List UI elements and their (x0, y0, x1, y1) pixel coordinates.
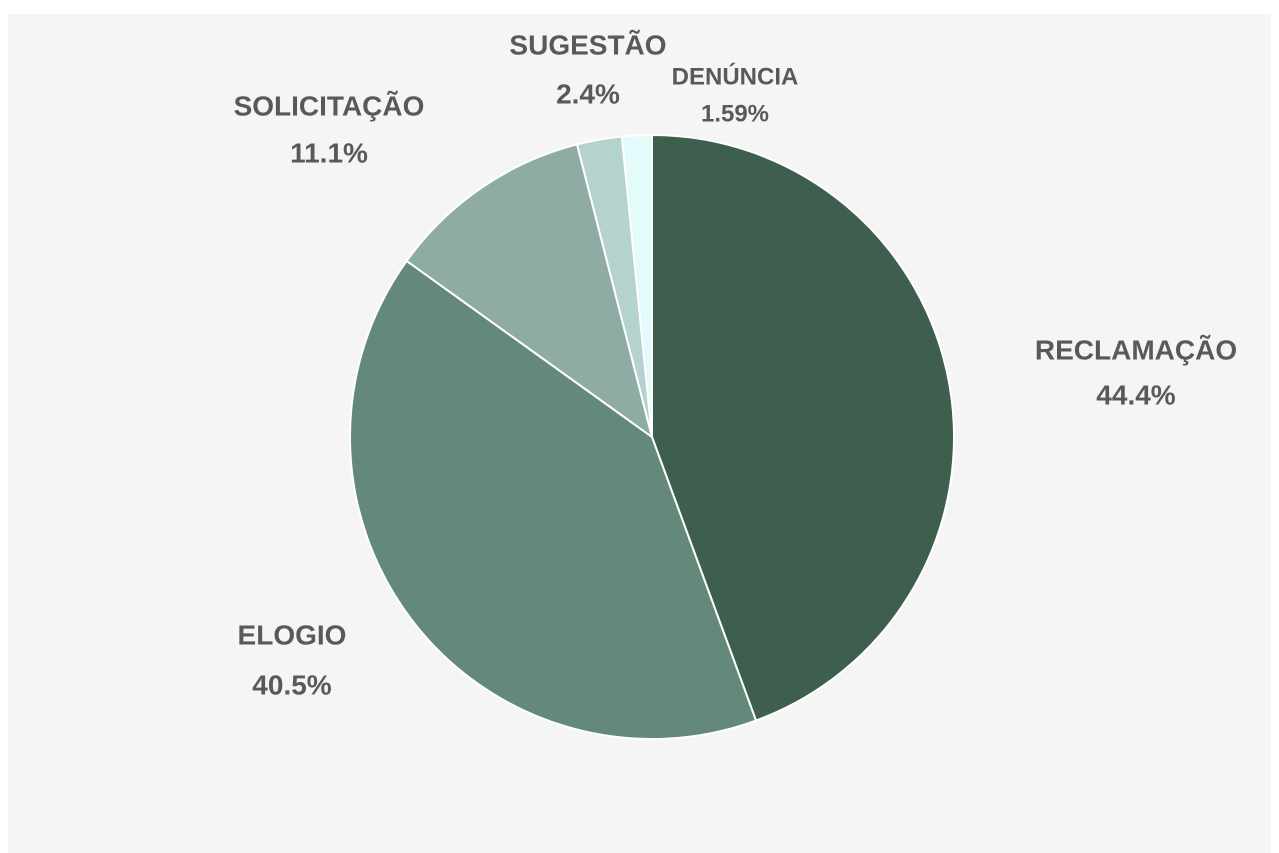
pie-slice (651, 133, 955, 722)
slice-label: SOLICITAÇÃO (234, 90, 425, 121)
slice-value-label: 40.5% (252, 669, 331, 700)
slice-value-label: 2.4% (556, 78, 620, 109)
pie-slice (620, 133, 653, 438)
slice-label: ELOGIO (238, 619, 347, 650)
slice-label: DENÚNCIA (672, 62, 799, 90)
slice-value-label: 1.59% (701, 100, 769, 127)
slice-value-label: 11.1% (290, 137, 368, 168)
slice-label: SUGESTÃO (509, 29, 666, 60)
pie-slice (349, 259, 758, 740)
slice-value-label: 44.4% (1096, 379, 1175, 410)
slice-label: RECLAMAÇÃO (1035, 334, 1237, 365)
pie-slice (405, 143, 654, 440)
